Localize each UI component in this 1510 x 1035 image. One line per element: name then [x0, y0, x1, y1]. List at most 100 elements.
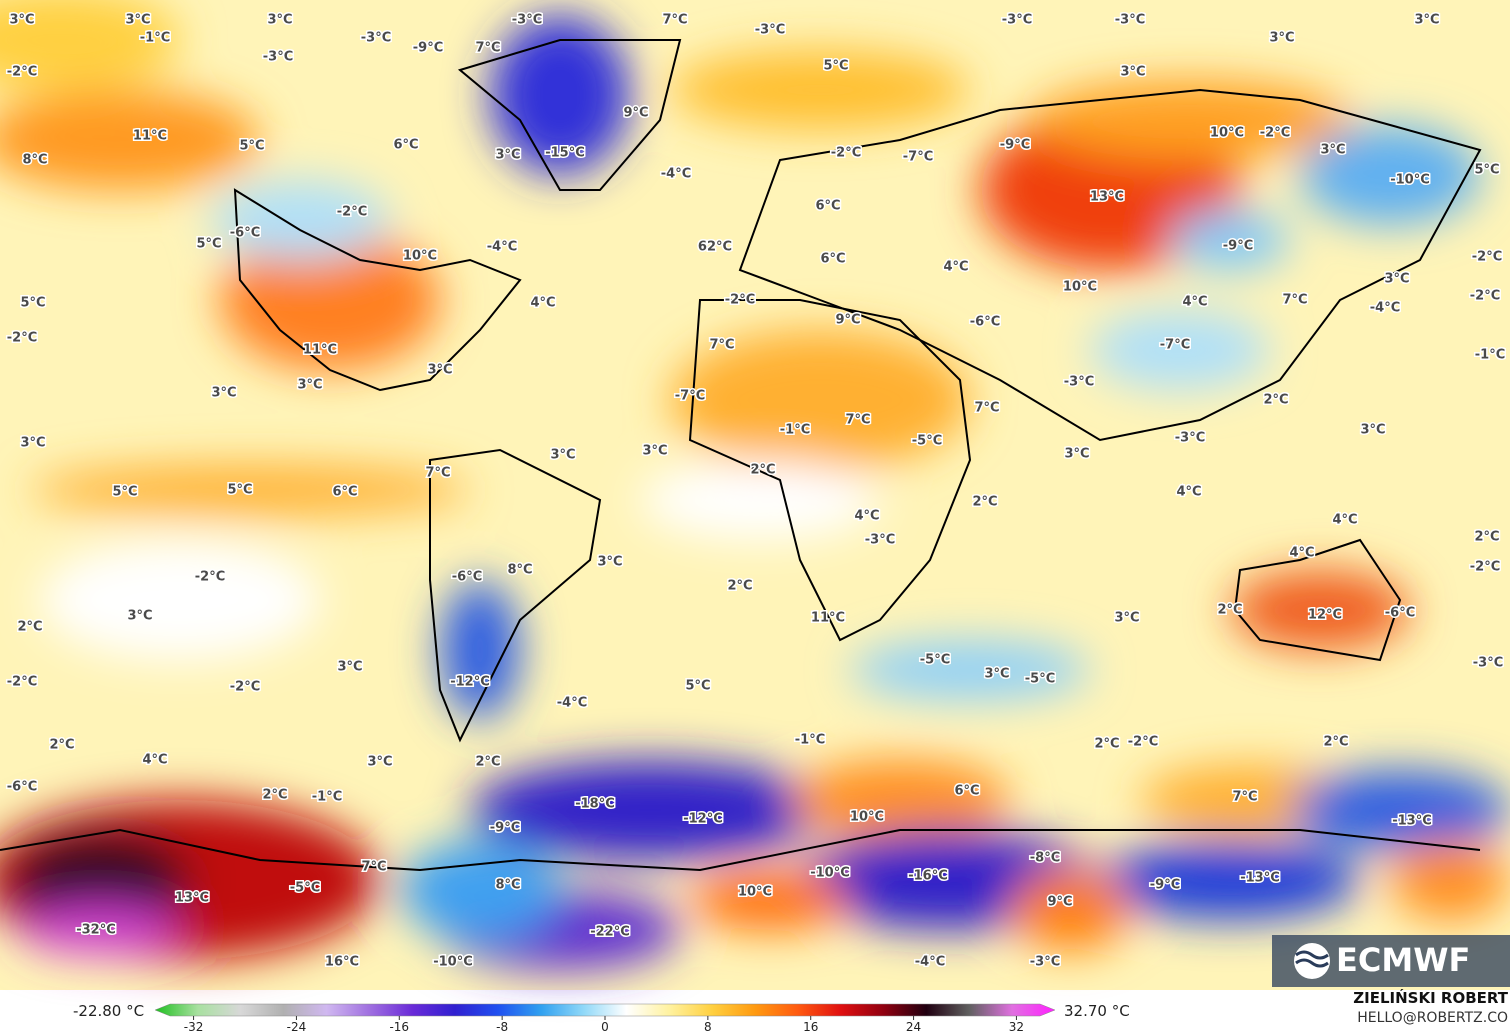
temperature-label: 3°C	[1360, 423, 1385, 438]
temperature-label: -2°C	[831, 146, 861, 161]
temperature-labels: 3°C 3°C -1°C 3°C -3°C 7°C -3°C -3°C 3°C 3°C -3°C -9…	[5, 11, 1506, 971]
temperature-label: 7°C	[1282, 293, 1307, 308]
temperature-label: 8°C	[507, 563, 532, 578]
temperature-label: 3°C	[337, 660, 362, 675]
temperature-label: 3°C	[1064, 447, 1089, 462]
temperature-label: -3°C	[1473, 656, 1503, 671]
temperature-label: 4°C	[854, 509, 879, 524]
temperature-label: -2°C	[1470, 289, 1500, 304]
temperature-label: 3°C	[211, 386, 236, 401]
temperature-label: -4°C	[915, 955, 945, 970]
temperature-label: 5°C	[227, 483, 252, 498]
coastlines	[0, 39, 1482, 872]
colorbar-tick-label: -8	[496, 1020, 508, 1034]
temperature-label: -2°C	[195, 570, 225, 585]
temperature-label: 2°C	[750, 463, 775, 478]
temperature-label: -6°C	[970, 315, 1000, 330]
temperature-label: -7°C	[1160, 338, 1190, 353]
temperature-label: -9°C	[1223, 239, 1253, 254]
colorbar-max: 32.70 °C	[1064, 1002, 1130, 1020]
temperature-label: 3°C	[1120, 65, 1145, 80]
temperature-label: 6°C	[332, 485, 357, 500]
colorbar-tick-label: 8	[704, 1020, 712, 1034]
temperature-label: -9°C	[490, 821, 520, 836]
temperature-label: -3°C	[1030, 955, 1060, 970]
temperature-label: 4°C	[1332, 513, 1357, 528]
temperature-label: -2°C	[230, 680, 260, 695]
credit-name: ZIELIŃSKI ROBERT	[1353, 988, 1508, 1007]
temperature-label: -2°C	[7, 675, 37, 690]
temperature-label: 4°C	[530, 296, 555, 311]
colorbar-tick-label: 24	[906, 1020, 921, 1034]
temperature-label: 3°C	[1114, 611, 1139, 626]
temperature-label: -10°C	[1390, 173, 1430, 188]
temperature-label: 7°C	[361, 860, 386, 875]
temperature-label: 5°C	[823, 59, 848, 74]
temperature-label: -22°C	[590, 925, 630, 940]
temperature-label: 2°C	[1474, 530, 1499, 545]
temperature-label: -16°C	[908, 869, 948, 884]
credit-email: HELLO@ROBERTZ.CO	[1357, 1010, 1508, 1026]
temperature-label: 7°C	[662, 13, 687, 28]
temperature-label: -4°C	[487, 240, 517, 255]
temperature-label: -2°C	[7, 65, 37, 80]
temperature-label: -1°C	[795, 733, 825, 748]
temperature-label: -4°C	[1370, 301, 1400, 316]
temperature-label: -6°C	[230, 226, 260, 241]
temperature-label: -3°C	[1175, 431, 1205, 446]
temperature-label: 3°C	[597, 555, 622, 570]
temperature-label: -3°C	[865, 533, 895, 548]
temperature-label: -2°C	[1470, 560, 1500, 575]
temperature-label: 3°C	[550, 448, 575, 463]
temperature-label: 16°C	[325, 955, 359, 970]
temperature-label: 3°C	[367, 755, 392, 770]
map: 3°C 3°C -1°C 3°C -3°C 7°C -3°C -3°C 3°C 3°C -3°C -9…	[0, 0, 1510, 990]
temperature-label: 7°C	[845, 413, 870, 428]
temperature-label: -7°C	[675, 389, 705, 404]
logo-text: ECMWF	[1336, 941, 1470, 979]
temperature-label: 2°C	[49, 738, 74, 753]
temperature-label: 12°C	[1308, 608, 1342, 623]
temperature-label: -13°C	[1240, 871, 1280, 886]
temperature-label: -3°C	[361, 31, 391, 46]
temperature-label: 4°C	[1182, 295, 1207, 310]
temperature-label: -10°C	[433, 955, 473, 970]
temperature-label: 2°C	[475, 755, 500, 770]
temperature-label: 3°C	[642, 444, 667, 459]
temperature-label: 3°C	[1269, 31, 1294, 46]
temperature-label: -13°C	[1392, 814, 1432, 829]
colorbar-tick-label: -16	[389, 1020, 409, 1034]
colorbar-tick-label: -24	[287, 1020, 307, 1034]
temperature-label: 9°C	[623, 106, 648, 121]
ecmwf-logo: ECMWF	[1272, 935, 1510, 987]
temperature-label: 10°C	[1063, 280, 1097, 295]
temperature-label: 62°C	[698, 240, 732, 255]
temperature-label: -2°C	[337, 205, 367, 220]
logo-waves	[1295, 950, 1329, 968]
temperature-label: -9°C	[1000, 138, 1030, 153]
temperature-label: 3°C	[9, 13, 34, 28]
colorbar-min: -22.80 °C	[73, 1002, 144, 1020]
temperature-label: 2°C	[1263, 393, 1288, 408]
temperature-label: 5°C	[1474, 163, 1499, 178]
temperature-label: 9°C	[835, 313, 860, 328]
temperature-label: 3°C	[427, 363, 452, 378]
temperature-field	[0, 0, 1510, 970]
temperature-label: 2°C	[1094, 737, 1119, 752]
temperature-label: 7°C	[475, 41, 500, 56]
temperature-label: 3°C	[297, 378, 322, 393]
temperature-label: -1°C	[312, 790, 342, 805]
temperature-label: 4°C	[1289, 546, 1314, 561]
temperature-label: -2°C	[1128, 735, 1158, 750]
temperature-label: 10°C	[1210, 126, 1244, 141]
temperature-label: -6°C	[452, 570, 482, 585]
temperature-label: -12°C	[683, 812, 723, 827]
temperature-label: 3°C	[984, 667, 1009, 682]
temperature-label: 7°C	[425, 466, 450, 481]
temperature-label: 5°C	[239, 139, 264, 154]
temperature-label: -2°C	[7, 331, 37, 346]
temperature-label: 5°C	[20, 296, 45, 311]
colorbar-tick-label: 32	[1009, 1020, 1024, 1034]
temperature-label: -6°C	[7, 780, 37, 795]
temperature-label: 13°C	[175, 891, 209, 906]
